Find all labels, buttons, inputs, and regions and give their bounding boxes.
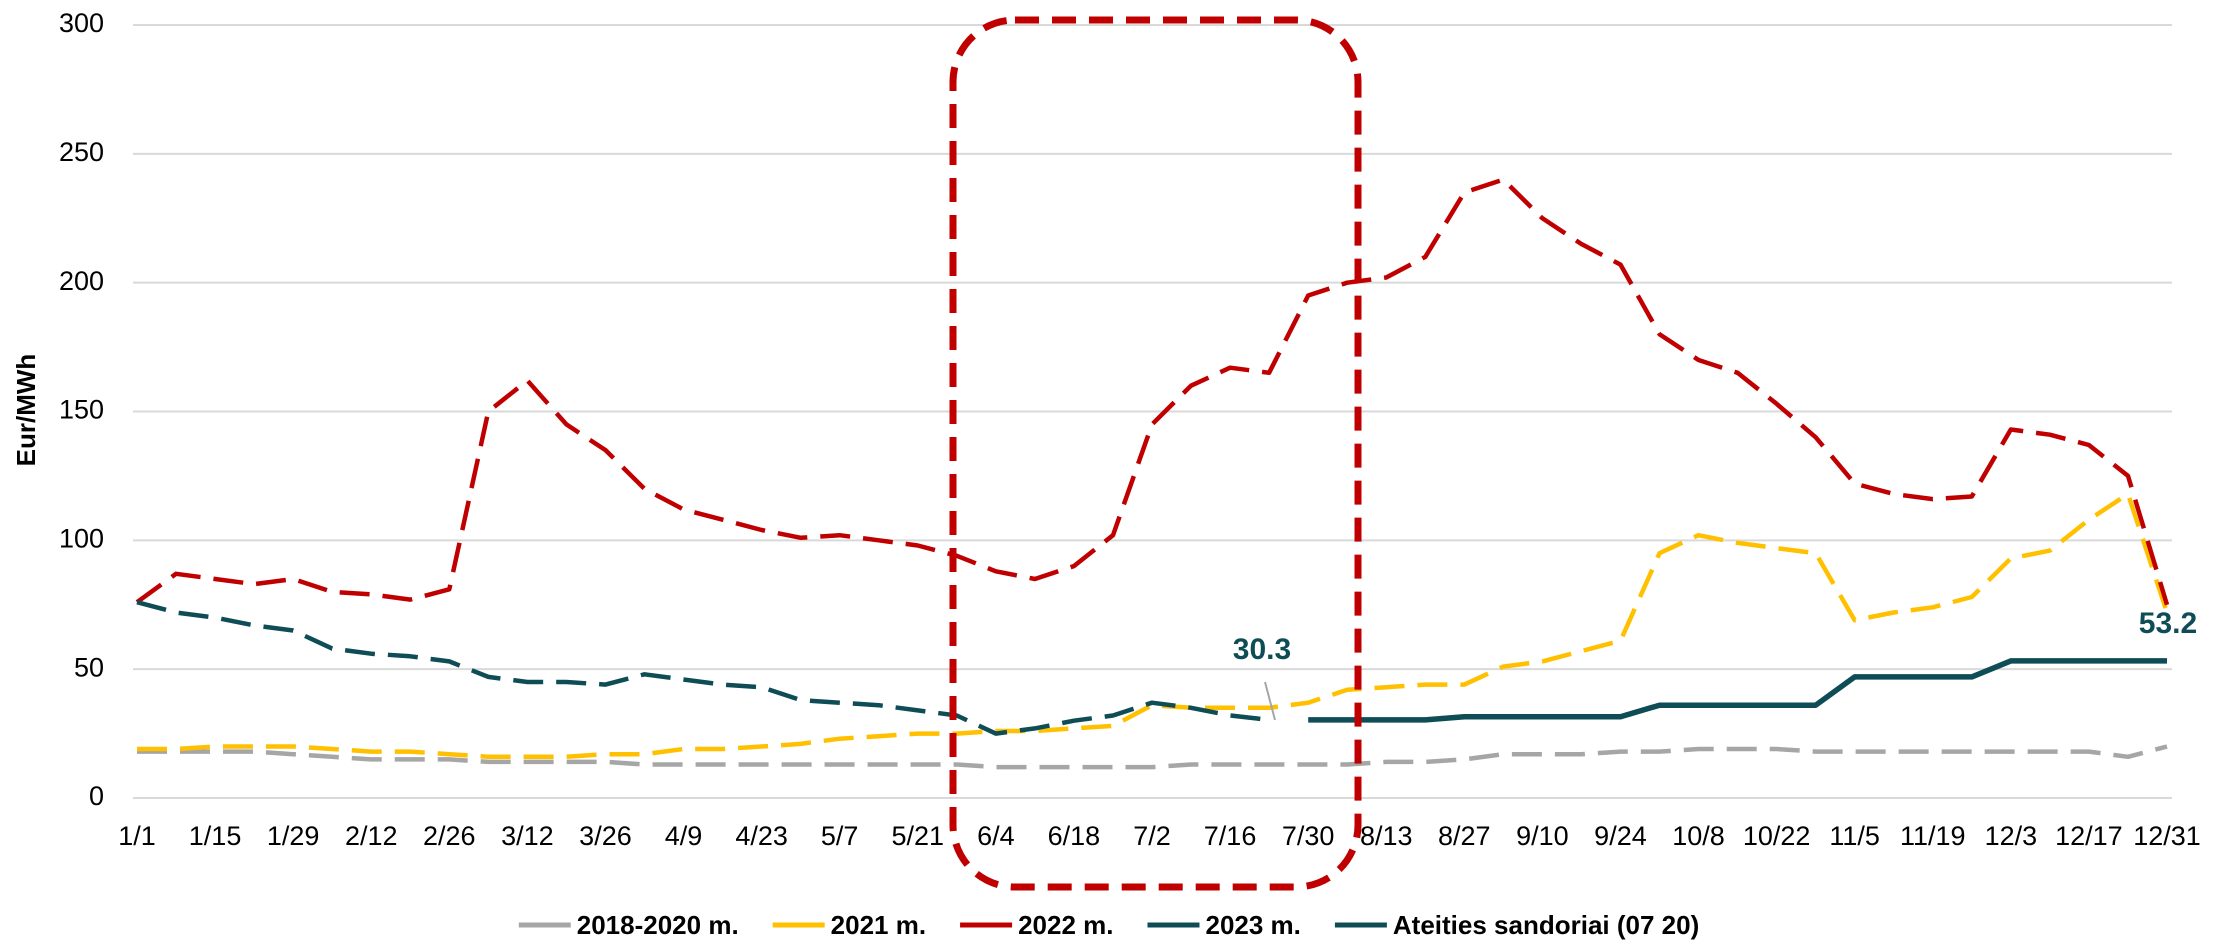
x-tick-label: 1/15 [189, 821, 242, 851]
y-tick-label: 0 [89, 781, 104, 811]
annotation: 53.2 [2139, 607, 2197, 640]
y-tick-label: 50 [74, 652, 104, 682]
legend-item: 2022 m. [960, 910, 1113, 940]
y-tick-label: 100 [59, 523, 104, 553]
series-line [135, 177, 2170, 606]
legend-label: 2022 m. [1018, 910, 1113, 940]
x-tick-label: 4/23 [735, 821, 788, 851]
legend-item: 2023 m. [1147, 910, 1301, 940]
x-tick-label: 12/3 [1985, 821, 2038, 851]
x-tick-label: 6/4 [977, 821, 1015, 851]
legend-label: 2023 m. [1205, 910, 1300, 940]
y-tick-label: 250 [59, 137, 104, 167]
x-tick-label: 2/12 [345, 821, 398, 851]
x-tick-label: 7/16 [1204, 821, 1257, 851]
legend-label: Ateities sandoriai (07 20) [1393, 910, 1699, 940]
legend: 2018-2020 m. 2021 m. 2022 m. 2023 m. Ateitie… [518, 910, 1699, 940]
x-tick-label: 6/18 [1048, 821, 1101, 851]
x-tick-label: 9/24 [1594, 821, 1647, 851]
legend-label: 2018-2020 m. [577, 910, 739, 940]
annotation-leader [1264, 681, 1276, 721]
x-tick-label: 7/2 [1133, 821, 1171, 851]
x-tick-label: 5/7 [821, 821, 859, 851]
series-line [137, 491, 2170, 760]
legend-item: 2021 m. [772, 910, 926, 940]
x-tick-label: 3/12 [501, 821, 554, 851]
x-tick-label: 3/26 [579, 821, 632, 851]
legend-label: 2021 m. [831, 910, 926, 940]
x-tick-label: 7/30 [1282, 821, 1335, 851]
plot-lines: 30.3 53.2 [135, 177, 2197, 770]
legend-item: Ateities sandoriai (07 20) [1334, 910, 1699, 940]
y-tick-label: 150 [59, 395, 104, 425]
y-tick-label: 300 [59, 8, 104, 38]
x-tick-label: 10/22 [1743, 821, 1811, 851]
series-line [137, 744, 2168, 770]
x-tick-label: 9/10 [1516, 821, 1569, 851]
x-tick-label: 4/9 [665, 821, 703, 851]
y-tick-label: 200 [59, 266, 104, 296]
x-tick-label: 2/26 [423, 821, 476, 851]
x-tick-label: 10/8 [1672, 821, 1725, 851]
annotation: 30.3 [1233, 633, 1291, 666]
highlight-box [949, 16, 1362, 891]
grid: 0 50 100 150 200 250 300 1/1 1/15 1/29 2/12 2/26 3/1… [59, 8, 2201, 851]
x-tick-label: 5/21 [891, 821, 944, 851]
series-line [1308, 658, 2167, 723]
y-axis-label: Eur/MWh [11, 354, 41, 467]
x-tick-label: 8/13 [1360, 821, 1413, 851]
x-tick-label: 1/29 [267, 821, 320, 851]
x-tick-label: 8/27 [1438, 821, 1491, 851]
legend-item: 2018-2020 m. [518, 910, 739, 940]
x-tick-label: 11/19 [1900, 821, 1966, 851]
x-tick-label: 11/5 [1829, 821, 1880, 851]
x-tick-label: 12/31 [2133, 821, 2201, 851]
x-tick-label: 12/17 [2055, 821, 2123, 851]
series-line [136, 600, 1270, 736]
x-tick-label: 1/1 [118, 821, 156, 851]
